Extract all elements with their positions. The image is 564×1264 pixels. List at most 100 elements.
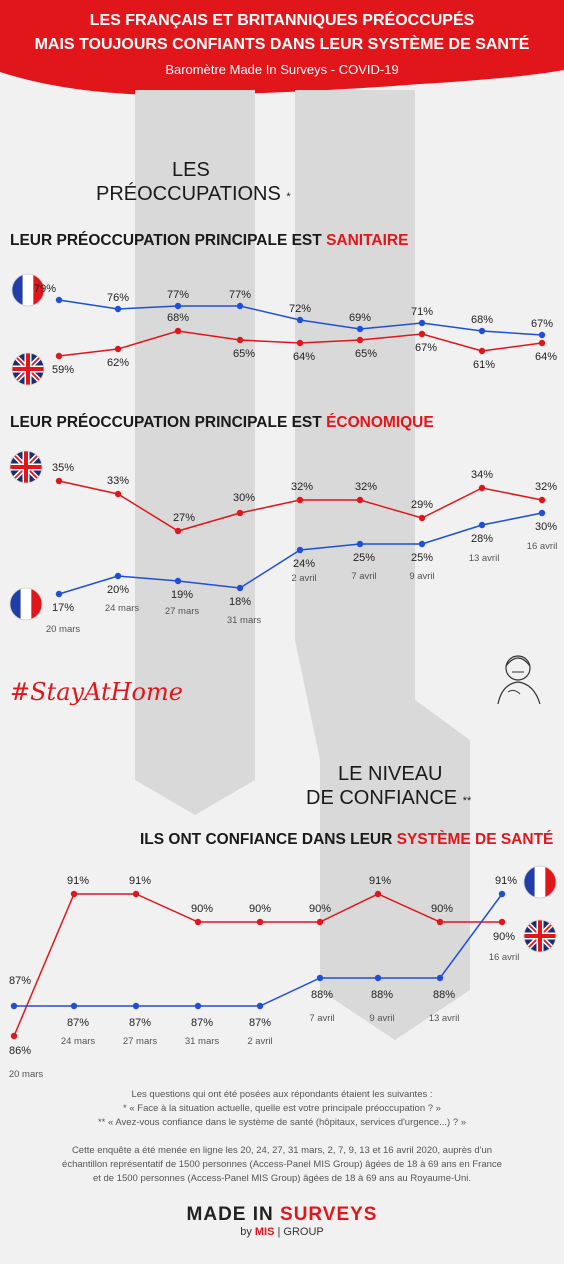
- chart2-france-point-1: [70, 1002, 78, 1010]
- chart1-france-point-0: [55, 590, 63, 598]
- chart1-uk-point-2: [174, 527, 182, 535]
- chart2-france-point-5: [316, 974, 324, 982]
- chart2-uk-point-7: [436, 918, 444, 926]
- chart2-date-label-8: 16 avril: [489, 952, 520, 963]
- chart0-uk-label-6: 67%: [415, 342, 437, 354]
- chart0-france-point-4: [296, 316, 304, 324]
- chart1-uk-label-7: 34%: [471, 469, 493, 481]
- chart0-france-point-2: [174, 302, 182, 310]
- chart1-uk-point-3: [236, 509, 244, 517]
- chart1-uk-label-2: 27%: [173, 512, 195, 524]
- chart0-uk-point-4: [296, 339, 304, 347]
- chart0-france-label-2: 77%: [167, 289, 189, 301]
- chart0-uk-point-6: [418, 330, 426, 338]
- section-confiance-line2: DE CONFIANCE **: [306, 787, 472, 809]
- chart2-france-point-7: [436, 974, 444, 982]
- chart1-france-label-2: 19%: [171, 589, 193, 601]
- chart2-uk-point-5: [316, 918, 324, 926]
- chart0-uk-label-3: 65%: [233, 348, 255, 360]
- chart1-france-label-8: 30%: [535, 521, 557, 533]
- chart1-uk-point-0: [55, 477, 63, 485]
- chart1-uk-label-3: 30%: [233, 492, 255, 504]
- chart2-france-label-5: 88%: [311, 989, 333, 1001]
- flag-france-chart1: [11, 273, 45, 307]
- chart1-uk-label-0: 35%: [52, 462, 74, 474]
- chart1-uk-point-7: [478, 484, 486, 492]
- chart0-france-label-0: 79%: [34, 283, 56, 295]
- chart2-uk-label-4: 90%: [249, 903, 271, 915]
- section-preoccupations-line2: PRÉOCCUPATIONS *: [96, 183, 291, 205]
- flag-france-chart2: [9, 587, 43, 621]
- chart0-uk-label-4: 64%: [293, 351, 315, 363]
- header-banner: [0, 0, 564, 96]
- chart0-uk-point-1: [114, 345, 122, 353]
- chart1-date-label-0: 20 mars: [46, 624, 81, 635]
- chart2-france-label-6: 88%: [371, 989, 393, 1001]
- chart1-uk-label-5: 32%: [355, 481, 377, 493]
- chart0-france-label-1: 76%: [107, 292, 129, 304]
- chart2-uk-label-1: 91%: [67, 875, 89, 887]
- chart0-uk-label-7: 61%: [473, 359, 495, 371]
- chart1-date-label-2: 27 mars: [165, 606, 200, 617]
- hashtag-stayathome: #StayAtHome: [10, 678, 183, 706]
- chart2-uk-label-7: 90%: [431, 903, 453, 915]
- chart2-uk-point-0: [10, 1032, 18, 1040]
- chart2-france-point-6: [374, 974, 382, 982]
- arrow-band-left: [135, 90, 255, 640]
- chart2-france-point-4: [256, 1002, 264, 1010]
- chart0-france-label-6: 71%: [411, 306, 433, 318]
- chart0-france-point-8: [538, 331, 546, 339]
- section-preoccupations-line1: LES: [172, 159, 210, 181]
- chart0-uk-point-2: [174, 327, 182, 335]
- chart0-uk-label-0: 59%: [52, 364, 74, 376]
- chart1-france-point-7: [478, 521, 486, 529]
- chart0-france-label-7: 68%: [471, 314, 493, 326]
- chart1-date-label-8: 16 avril: [527, 541, 558, 552]
- chart1-france-label-1: 20%: [107, 584, 129, 596]
- section-confiance-line1: LE NIVEAU: [338, 763, 443, 785]
- chart2-date-label-3: 31 mars: [185, 1036, 220, 1047]
- chart1-france-label-4: 24%: [293, 558, 315, 570]
- chart2-uk-label-6: 91%: [369, 875, 391, 887]
- arrow-band-bottom-tip: [320, 990, 470, 1040]
- notes-method1: Cette enquête a été menée en ligne les 2…: [71, 1145, 493, 1156]
- flag-uk-chart1: [11, 352, 45, 386]
- chart1-france-label-6: 25%: [411, 552, 433, 564]
- chart0-france-point-6: [418, 319, 426, 327]
- chart2-date-label-7: 13 avril: [429, 1013, 460, 1024]
- chart1-date-label-1: 24 mars: [105, 603, 140, 614]
- chart0-uk-label-1: 62%: [107, 357, 129, 369]
- chart1-uk-label-4: 32%: [291, 481, 313, 493]
- chart2-uk-point-1: [70, 890, 78, 898]
- chart2-uk-point-8: [498, 918, 506, 926]
- chart2-date-label-4: 2 avril: [247, 1036, 272, 1047]
- chart0-france-point-5: [356, 325, 364, 333]
- chart1-france-label-0: 17%: [52, 602, 74, 614]
- chart1-date-label-5: 7 avril: [351, 571, 376, 582]
- chart1-date-label-6: 9 avril: [409, 571, 434, 582]
- flag-uk-chart2: [9, 450, 43, 484]
- chart2-france-point-8: [498, 890, 506, 898]
- chart2-france-point-0: [10, 1002, 18, 1010]
- chart0-uk-point-5: [356, 336, 364, 344]
- chart1-france-point-1: [114, 572, 122, 580]
- chart2-date-label-2: 27 mars: [123, 1036, 158, 1047]
- chart2-uk-label-5: 90%: [309, 903, 331, 915]
- chart2-france-label-8: 91%: [495, 875, 517, 887]
- chart1-france-label-3: 18%: [229, 596, 251, 608]
- chart2-uk-label-0: 86%: [9, 1045, 31, 1057]
- chart2-france-label-2: 87%: [129, 1017, 151, 1029]
- flag-uk-chart3: [523, 919, 557, 953]
- chart1-uk-point-4: [296, 496, 304, 504]
- chart0-uk-point-0: [55, 352, 63, 360]
- chart0-france-label-3: 77%: [229, 289, 251, 301]
- chart0-france-point-3: [236, 302, 244, 310]
- chart2-date-label-0: 20 mars: [9, 1069, 44, 1080]
- chart1-france-point-2: [174, 577, 182, 585]
- chart2-date-label-1: 24 mars: [61, 1036, 96, 1047]
- notes-method2: échantillon représentatif de 1500 person…: [62, 1159, 502, 1170]
- chart0-france-point-1: [114, 305, 122, 313]
- chart0-uk-label-2: 68%: [167, 312, 189, 324]
- chart1-uk-label-8: 32%: [535, 481, 557, 493]
